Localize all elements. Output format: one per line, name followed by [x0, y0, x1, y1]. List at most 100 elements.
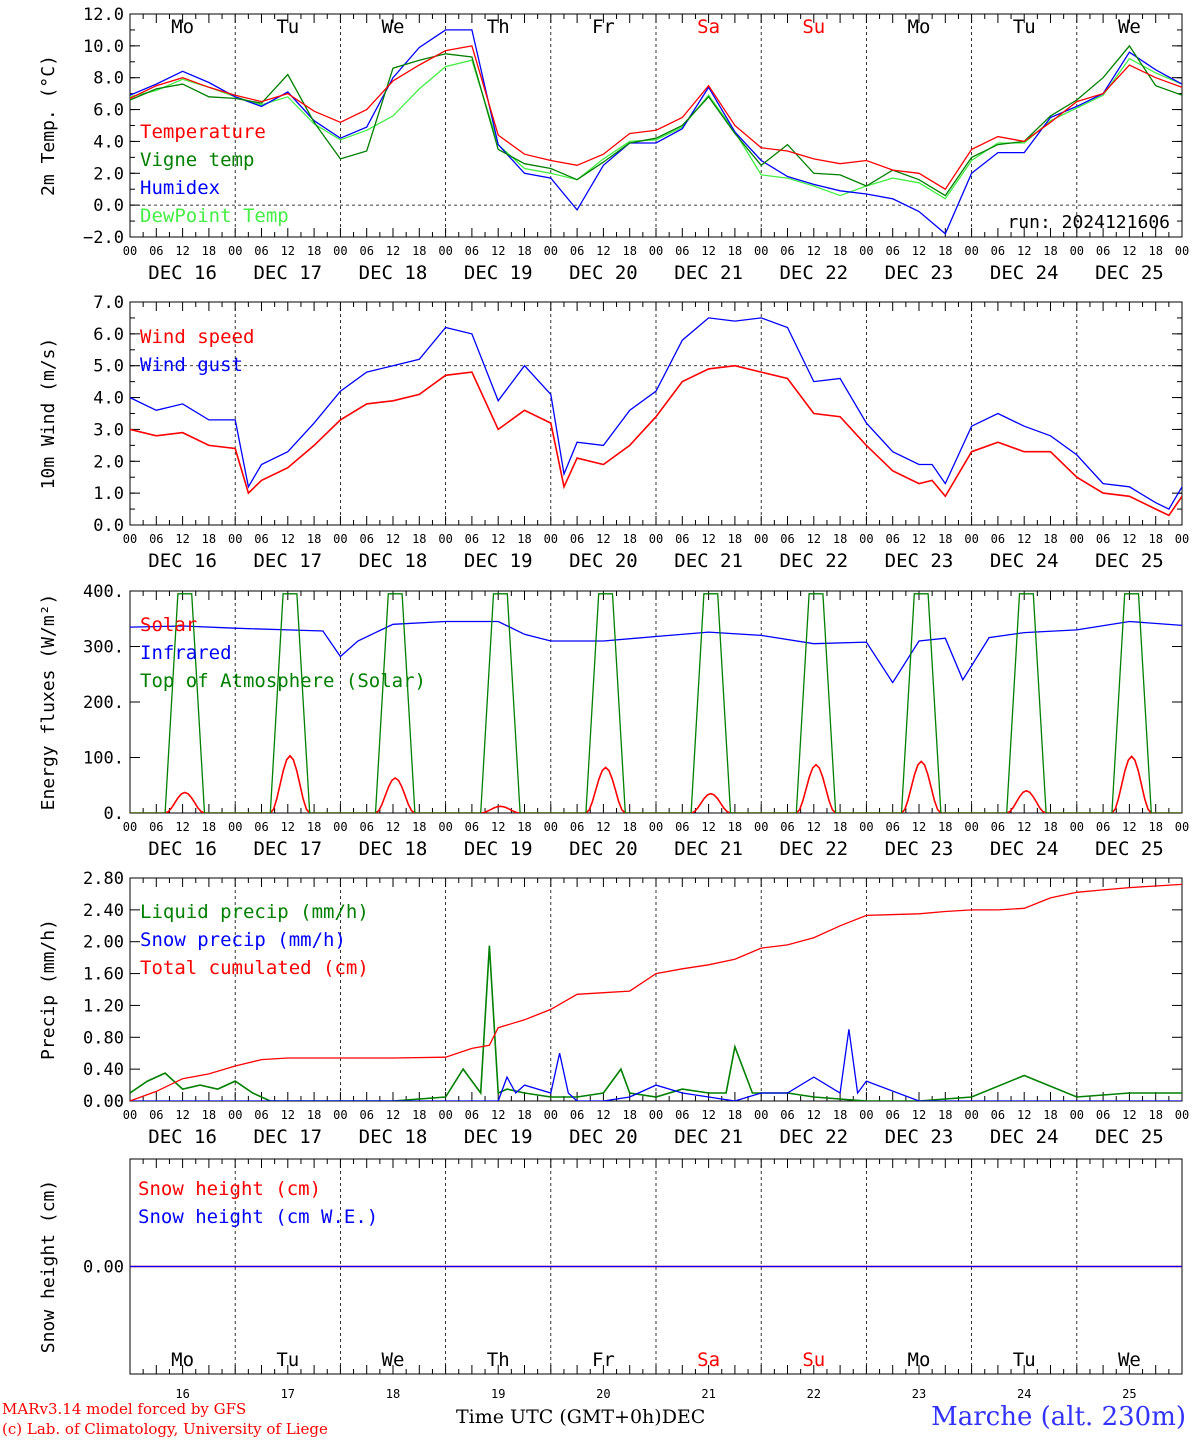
day-abbrev: Fr: [592, 1349, 615, 1371]
hour-tick-label: 12: [491, 820, 505, 834]
date-label: DEC 23: [885, 838, 954, 860]
date-label: DEC 17: [253, 1126, 322, 1148]
hour-tick-label: 18: [938, 532, 952, 546]
y-tick-label: 7.0: [93, 293, 124, 313]
hour-tick-label: 00: [1175, 820, 1189, 834]
hour-tick-label: 06: [991, 1108, 1005, 1122]
hour-tick-label: 12: [1017, 244, 1031, 258]
series-line: [130, 883, 1182, 1101]
hour-tick-label: 18: [728, 244, 742, 258]
hour-tick-label: 06: [465, 532, 479, 546]
hour-tick-label: 06: [254, 1108, 268, 1122]
date-label: DEC 23: [885, 550, 954, 572]
station-label: Marche (alt. 230m): [931, 1402, 1186, 1432]
hour-tick-label: 00: [123, 532, 137, 546]
time-axis-title: Time UTC (GMT+0h): [456, 1406, 662, 1428]
date-label: DEC 16: [148, 262, 217, 284]
date-label: DEC 21: [674, 1126, 743, 1148]
hour-tick-label: 18: [833, 820, 847, 834]
hour-tick-label: 12: [281, 244, 295, 258]
series-line: [130, 364, 1182, 517]
hour-tick-label: 00: [964, 820, 978, 834]
hour-tick-label: 00: [649, 820, 663, 834]
hour-tick-label: 18: [622, 532, 636, 546]
day-abbrev: Tu: [1013, 16, 1036, 38]
hour-tick-label: 18: [517, 1108, 531, 1122]
y-tick-label: 0.0: [93, 516, 124, 536]
y-tick-label: 2.0: [93, 164, 124, 184]
hour-tick-label: 12: [386, 1108, 400, 1122]
y-tick-label: 200.: [83, 693, 124, 713]
day-abbrev: We: [382, 1349, 405, 1371]
hour-tick-label: 06: [675, 1108, 689, 1122]
hour-tick-label: 06: [359, 820, 373, 834]
hour-tick-label: 00: [544, 1108, 558, 1122]
date-label: DEC 21: [674, 838, 743, 860]
hour-tick-label: 12: [175, 532, 189, 546]
series-line: [130, 45, 1182, 191]
hour-tick-label: 12: [807, 1108, 821, 1122]
hour-tick-label: 18: [202, 820, 216, 834]
hour-tick-label: 18: [938, 820, 952, 834]
date-label: DEC 25: [1095, 262, 1164, 284]
plot-frame: [129, 301, 1183, 526]
hour-tick-label: 06: [780, 244, 794, 258]
hour-tick-label: 06: [254, 244, 268, 258]
date-label: DEC 22: [779, 262, 848, 284]
y-tick-label: 2.40: [83, 901, 124, 921]
hour-tick-label: 00: [333, 820, 347, 834]
hour-tick-label: 00: [438, 820, 452, 834]
date-label: DEC 16: [148, 550, 217, 572]
hour-tick-label: 00: [964, 1108, 978, 1122]
hour-tick-label: 06: [780, 820, 794, 834]
y-tick-label: 2.0: [93, 452, 124, 472]
time-axis-label: Time UTC (GMT+0h)DEC: [456, 1406, 705, 1428]
day-abbrev: Sa: [697, 1349, 720, 1371]
series-line: [130, 44, 1182, 197]
hour-tick-label: 00: [333, 532, 347, 546]
hour-tick-label: 18: [412, 820, 426, 834]
hour-tick-label: 12: [1122, 820, 1136, 834]
legend-entry: Snow height (cm W.E.): [138, 1206, 378, 1228]
hour-tick-label: 00: [333, 1108, 347, 1122]
date-label: DEC 24: [990, 838, 1059, 860]
day-abbrev: Mo: [171, 1349, 194, 1371]
hour-tick-label: 00: [649, 244, 663, 258]
hour-tick-label: 00: [438, 244, 452, 258]
hour-tick-label: 06: [675, 820, 689, 834]
lab-credit: (c) Lab. of Climatology, University of L…: [2, 1420, 328, 1438]
hour-tick-label: 18: [307, 244, 321, 258]
y-tick-label: 4.0: [93, 132, 124, 152]
hour-tick-label: 00: [228, 820, 242, 834]
legend-entry: Infrared: [140, 642, 232, 664]
hour-tick-label: 12: [386, 820, 400, 834]
legend-entry: Solar: [140, 614, 197, 636]
hour-tick-label: 18: [517, 532, 531, 546]
y-tick-label: 10.0: [83, 37, 124, 57]
panel-5: 0.00 Snow height (cm) Mo Tu We Th Fr Sa Su Mo Tu We…: [38, 1158, 1183, 1401]
hour-tick-label: 06: [254, 532, 268, 546]
hour-tick-label: 00: [754, 1108, 768, 1122]
hour-tick-label: 00: [1175, 244, 1189, 258]
day-number: 17: [281, 1387, 295, 1401]
hour-tick-label: 06: [359, 244, 373, 258]
date-label: DEC 20: [569, 262, 638, 284]
hour-tick-label: 06: [1096, 820, 1110, 834]
hour-tick-label: 18: [412, 532, 426, 546]
series-line: [130, 29, 1182, 235]
day-abbrev: Fr: [592, 16, 615, 38]
y-axis-label: Snow height (cm): [38, 1180, 59, 1353]
hour-tick-label: 12: [175, 820, 189, 834]
y-tick-label: 4.0: [93, 389, 124, 409]
date-label: DEC 22: [779, 550, 848, 572]
day-number: 21: [701, 1387, 715, 1401]
hour-tick-label: 00: [333, 244, 347, 258]
date-label: DEC 24: [990, 550, 1059, 572]
hour-tick-label: 06: [1096, 532, 1110, 546]
y-tick-label: 6.0: [93, 101, 124, 121]
legend-entry: Snow height (cm): [138, 1178, 321, 1200]
date-label: DEC 22: [779, 838, 848, 860]
hour-tick-label: 18: [517, 820, 531, 834]
hour-tick-label: 18: [622, 244, 636, 258]
